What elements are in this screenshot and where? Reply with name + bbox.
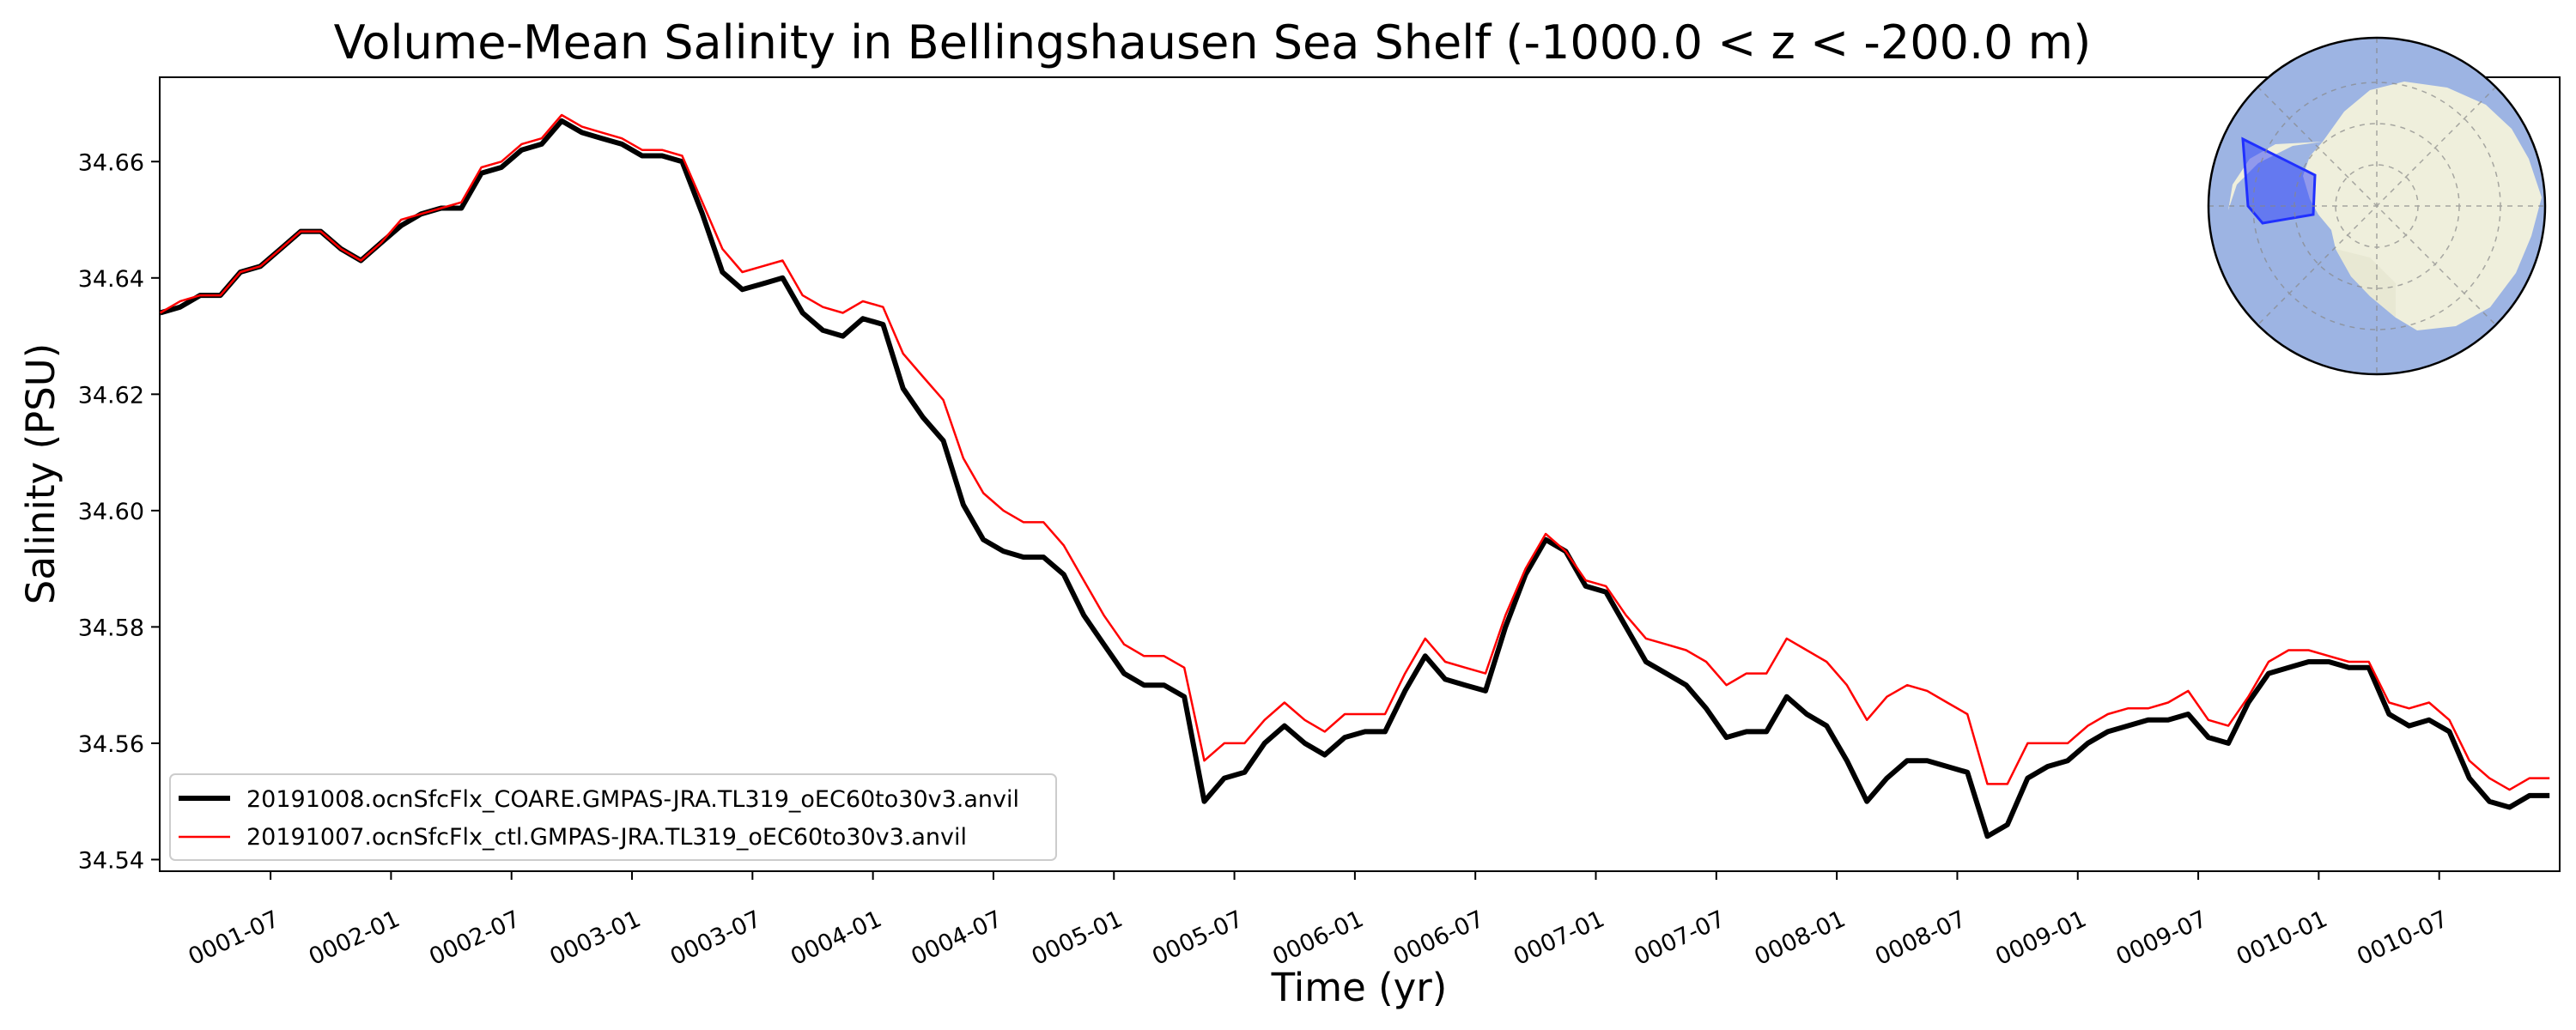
y-tick-label: 34.62	[78, 382, 144, 409]
x-tick-label: 0005-07	[1148, 906, 1247, 971]
y-tick-label: 34.54	[78, 847, 144, 874]
x-axis: 0001-07 0002-01 0002-07 0003-01 0003-07 0004-…	[185, 871, 2452, 971]
x-tick-label: 0009-01	[1991, 906, 2090, 971]
x-tick-label: 0010-07	[2353, 906, 2451, 971]
y-axis: 34.54 34.56 34.58 34.60 34.62 34.64 34.66	[78, 149, 160, 874]
region-polygon	[2241, 136, 2317, 225]
x-tick-label: 0010-01	[2233, 906, 2331, 971]
x-tick-label: 0005-01	[1028, 906, 1127, 971]
antarctic-peninsula	[2228, 142, 2323, 210]
x-tick-label: 0002-07	[425, 906, 524, 971]
chart-title: Volume-Mean Salinity in Bellingshausen S…	[334, 15, 2092, 70]
legend-box	[169, 773, 1057, 861]
y-tick-label: 34.58	[78, 615, 144, 641]
legend-label-ctl: 20191007.ocnSfcFlx_ctl.GMPAS-JRA.TL319_o…	[246, 824, 967, 851]
y-tick-label: 34.60	[78, 499, 144, 525]
y-tick-label: 34.56	[78, 731, 144, 758]
series-line-1	[160, 113, 2550, 791]
x-tick-label: 0004-07	[908, 906, 1006, 971]
ross-ice-shelf	[2336, 249, 2396, 318]
legend-label-coare: 20191008.ocnSfcFlx_COARE.GMPAS-JRA.TL319…	[246, 786, 1019, 813]
x-tick-label: 0009-07	[2112, 906, 2211, 971]
x-tick-label: 0003-01	[546, 906, 645, 971]
x-tick-label: 0007-01	[1510, 906, 1608, 971]
x-tick-label: 0006-01	[1269, 906, 1368, 971]
x-tick-label: 0006-07	[1389, 906, 1488, 971]
x-tick-label: 0008-01	[1751, 906, 1850, 971]
legend: 20191008.ocnSfcFlx_COARE.GMPAS-JRA.TL319…	[169, 773, 1057, 861]
x-tick-label: 0004-01	[787, 906, 885, 971]
y-tick-label: 34.66	[78, 149, 144, 176]
x-tick-label: 0001-07	[185, 906, 283, 971]
y-axis-label: Salinity (PSU)	[18, 343, 64, 605]
x-tick-label: 0008-07	[1871, 906, 1970, 971]
inset-map	[2207, 36, 2547, 376]
series-line-0	[160, 118, 2550, 839]
plot-area	[159, 76, 2561, 872]
x-axis-label: Time (yr)	[1271, 965, 1448, 1010]
x-tick-label: 0007-07	[1630, 906, 1728, 971]
y-tick-label: 34.64	[78, 266, 144, 293]
x-tick-label: 0003-07	[666, 906, 765, 971]
x-tick-label: 0002-01	[305, 906, 404, 971]
